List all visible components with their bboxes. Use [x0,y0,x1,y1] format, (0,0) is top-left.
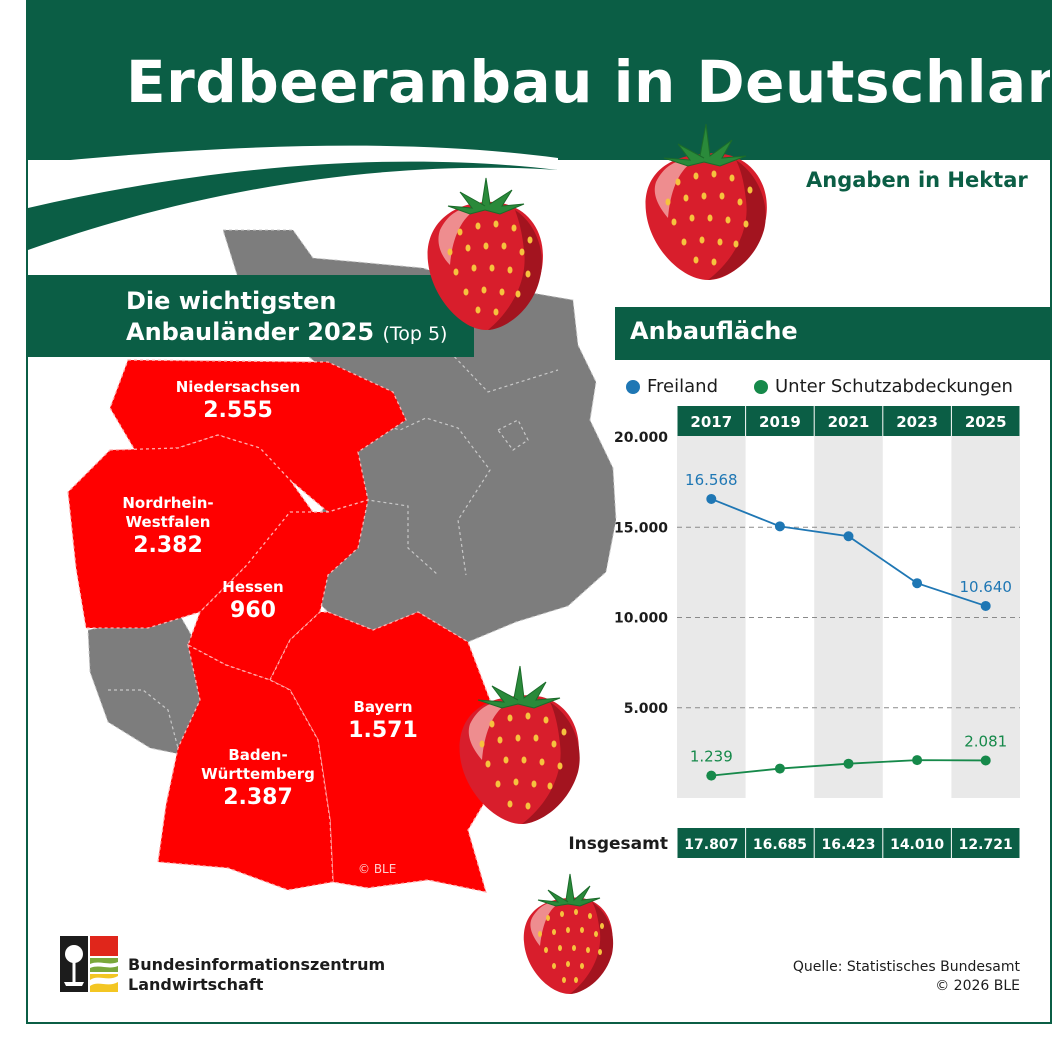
header-swoosh [28,145,558,250]
state-name: Niedersachsen [175,378,301,396]
x-tick-label: 2025 [965,413,1007,431]
data-label: 10.640 [959,578,1012,596]
year-header-cell [677,406,746,436]
infographic-frame: Erdbeeranbau in Deutschland Niedersachse… [26,0,1052,1024]
state-value: 2.555 [203,398,273,423]
data-label: 2.081 [964,732,1007,750]
x-tick-label: 2017 [690,413,732,431]
map-label-bayern: Bayern 1.571 [328,698,438,745]
legend-label: Unter Schutzabdeckungen [775,376,1013,397]
map-label-nordrhein-westfalen: Nordrhein- Westfalen 2.382 [98,494,238,560]
map-state-nordrhein-westfalen [67,434,321,629]
data-point [980,755,991,766]
total-value: 16.685 [753,837,807,853]
legend-dot-green-icon [754,379,768,394]
unit-note: Angaben in Hektar [806,168,1028,192]
state-name: Nordrhein- [122,494,214,512]
state-value: 2.387 [223,785,293,810]
year-header-cell [883,406,951,436]
header-band [28,0,1050,160]
page-title: Erdbeeranbau in Deutschland [126,48,1052,116]
org-name-line1: Bundesinformationszentrum [128,955,386,974]
germany-map [67,229,617,893]
map-state-baden-wuerttemberg [157,643,334,891]
chart-title: Anbaufläche [630,317,798,345]
legend-dot-blue-icon [626,379,640,394]
legend-label: Freiland [647,376,718,397]
strawberry-icon [645,123,767,280]
data-label: 1.239 [690,748,733,766]
totals-label: Insgesamt [568,834,668,854]
x-tick-label: 2021 [828,413,870,431]
y-tick-label: 20.000 [614,430,668,446]
data-point [774,521,785,532]
total-value: 12.721 [959,837,1013,853]
strawberry-icon [523,873,614,994]
x-tick-label: 2019 [759,413,801,431]
total-value: 17.807 [684,837,738,853]
map-state-niedersachsen [109,359,407,513]
map-highlight-states [67,359,499,893]
total-value: 14.010 [890,837,944,853]
data-point [843,758,854,769]
total-cell [677,828,746,858]
data-point [774,763,785,774]
total-cell [814,828,883,858]
map-label-baden-wuerttemberg: Baden- Württemberg 2.387 [188,746,328,812]
total-cell [883,828,951,858]
year-header-cell [951,406,1020,436]
state-value: 2.382 [133,533,203,558]
data-point [843,531,854,542]
strawberry-icon [427,177,543,330]
map-label-hessen: Hessen 960 [198,578,308,625]
data-point [912,755,923,766]
legend-item-freiland: Freiland [626,376,718,397]
line-chart: 2017 2019 2021 2023 2025 5.000 10.000 15.000 20.… [568,406,1020,858]
x-tick-label: 2023 [896,413,938,431]
source-note: Quelle: Statistisches Bundesamt © 2026 B… [793,958,1020,996]
data-label: 16.568 [685,471,738,489]
state-name-line2: Württemberg [201,765,315,783]
top5-title-band [28,275,474,357]
data-point [912,578,923,589]
chart-title-band [615,307,1050,360]
total-cell [951,828,1020,858]
year-header-cell [746,406,814,436]
top5-title: Die wichtigsten Anbauländer 2025 (Top 5) [126,286,447,350]
total-cell [746,828,814,858]
top5-title-suffix: (Top 5) [382,323,448,345]
source-line: Quelle: Statistisches Bundesamt [792,959,1020,975]
top5-title-line2: Anbauländer 2025 (Top 5) [126,317,447,350]
map-state-bayern [269,611,499,893]
org-name-line2: Landwirtschaft [128,975,264,994]
y-tick-label: 15.000 [614,520,668,536]
ble-logo-icon [60,936,118,992]
data-point [980,600,991,611]
data-point [706,493,717,504]
state-value: 960 [230,598,276,623]
state-name-line2: Westfalen [125,513,211,531]
state-name: Bayern [353,698,413,716]
map-label-niedersachsen: Niedersachsen 2.555 [158,378,318,425]
total-value: 16.423 [821,837,875,853]
org-name: Bundesinformationszentrum Landwirtschaft [128,955,385,995]
data-point [706,770,717,781]
copyright-line: © 2026 BLE [935,978,1020,994]
top5-title-main: Anbauländer 2025 [126,318,375,346]
map-copyright: © BLE [358,862,397,876]
strawberry-icon [459,665,580,824]
state-value: 1.571 [348,718,418,743]
y-tick-label: 10.000 [614,611,668,627]
top5-title-line1: Die wichtigsten [126,287,337,315]
legend-item-schutzabdeckungen: Unter Schutzabdeckungen [754,376,1013,397]
state-name: Hessen [222,578,284,596]
state-name: Baden- [228,746,288,764]
year-header-cell [814,406,883,436]
y-tick-label: 5.000 [624,701,669,717]
